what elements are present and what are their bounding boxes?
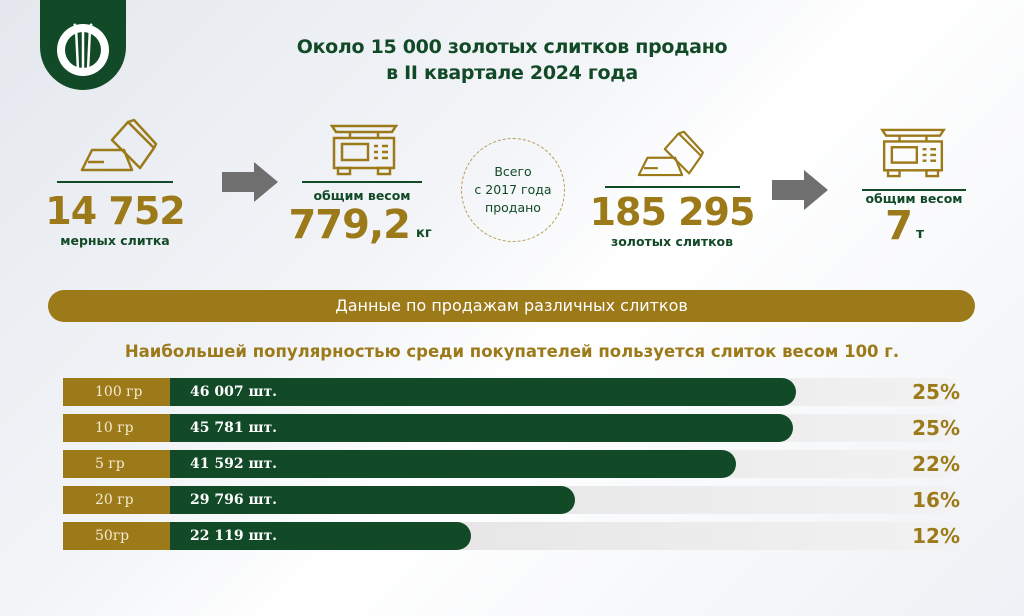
circle-line: продано [485,200,541,215]
category-label: 10 гр [63,414,170,442]
page-title-line1: Около 15 000 золотых слитков продано [296,36,728,58]
quarter-bars-label: мерных слитка [60,233,170,248]
emblem-icon [57,23,109,76]
bar: 45 781 шт. [170,414,793,442]
percent-label: 25% [912,416,960,440]
arrow-right-icon [772,170,828,210]
gold-bar-icon [80,118,158,172]
bar: 22 119 шт. [170,522,471,550]
value-label: 29 796 шт. [190,492,278,508]
value-label: 45 781 шт. [190,420,278,436]
logo [40,0,126,90]
bar-row: 50гр 22 119 шт. 12% [63,522,960,550]
value-label: 22 119 шт. [190,528,278,544]
percent-label: 22% [912,452,960,476]
category-label: 50гр [63,522,170,550]
bar-row: 10 гр 45 781 шт. 25% [63,414,960,442]
bar: 29 796 шт. [170,486,575,514]
section-subtitle: Наибольшей популярностью среди покупател… [124,342,900,361]
category-label: 100 гр [63,378,170,406]
divider [302,181,422,183]
percent-label: 16% [912,488,960,512]
bar-row: 100 гр 46 007 шт. 25% [63,378,960,406]
percent-label: 25% [912,380,960,404]
value-label: 46 007 шт. [190,384,278,400]
bar-row: 20 гр 29 796 шт. 16% [63,486,960,514]
divider [862,189,966,191]
total-weight-label: общим весом [865,191,963,206]
quarter-weight-label: общим весом [313,188,411,203]
scales-icon [330,124,398,176]
total-bars-value: 185 295 [589,190,756,234]
quarter-bars-value: 14 752 [45,189,185,233]
page-title-line2: в II квартале 2024 года [386,62,638,84]
total-bars-label: золотых слитков [610,234,734,249]
total-weight-value: 7 [885,203,913,249]
quarter-weight-value: 779,2 [288,202,411,248]
gold-bar-icon [637,130,705,177]
scales-icon [880,128,946,178]
bar: 46 007 шт. [170,378,796,406]
section-title: Данные по продажам различных слитков [48,290,975,322]
divider [57,181,173,183]
total-since-2017-badge: Всего с 2017 года продано [461,138,565,242]
total-weight-unit: т [916,226,925,242]
category-label: 20 гр [63,486,170,514]
bar-row: 5 гр 41 592 шт. 22% [63,450,960,478]
bar: 41 592 шт. [170,450,736,478]
arrow-right-icon [222,162,278,202]
value-label: 41 592 шт. [190,456,278,472]
quarter-weight-unit: кг [416,226,432,241]
divider [605,186,740,188]
percent-label: 12% [912,524,960,548]
circle-line: с 2017 года [474,182,552,197]
category-label: 5 гр [63,450,170,478]
circle-line: Всего [494,164,532,179]
